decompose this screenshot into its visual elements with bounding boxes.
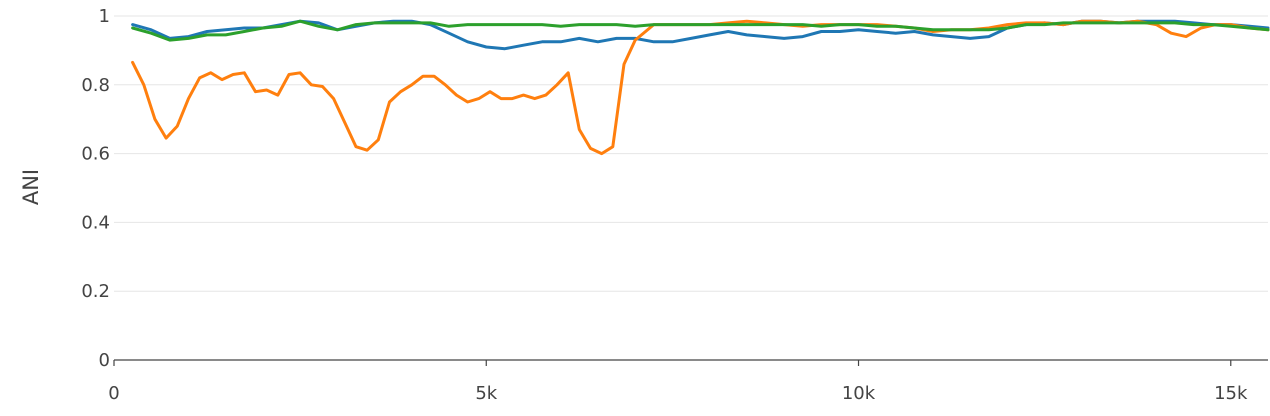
- series-2-line: [131, 19, 1270, 42]
- y-tick-label: 0.2: [81, 281, 110, 302]
- y-axis-title: ANI: [19, 169, 43, 205]
- series-1-line: [131, 19, 1270, 156]
- y-tick-labels: 0 0.2 0.4 0.6 0.8 1: [81, 6, 110, 371]
- y-tick-label: 0.4: [81, 212, 110, 233]
- y-tick-label: 0: [99, 350, 110, 371]
- y-tick-label: 1: [99, 6, 110, 27]
- y-tick-label: 0.8: [81, 75, 110, 96]
- x-tick-label: 5k: [475, 383, 497, 404]
- x-tick-labels: 0 5k 10k 15k: [108, 383, 1248, 404]
- series-lines: [131, 19, 1270, 156]
- x-tick-label: 0: [108, 383, 119, 404]
- y-gridlines: [114, 15, 1268, 292]
- x-tick-label: 15k: [1214, 383, 1248, 404]
- x-tick-label: 10k: [842, 383, 876, 404]
- y-tick-label: 0.6: [81, 144, 110, 165]
- axes: [113, 359, 1268, 366]
